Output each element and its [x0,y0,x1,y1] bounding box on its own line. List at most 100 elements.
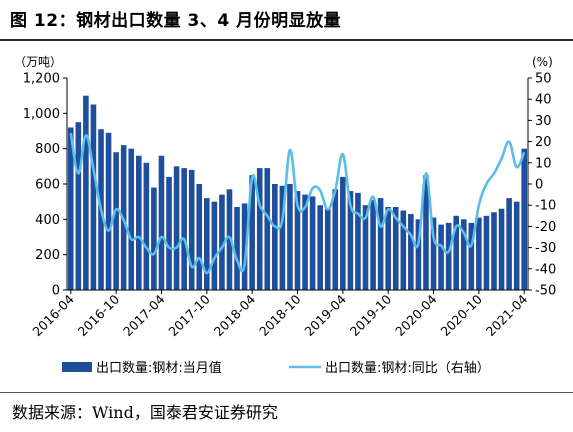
bar [483,215,490,290]
left-tick-label: 800 [35,142,60,157]
bar [491,212,497,290]
source-note: 数据来源：Wind，国泰君安证券研究 [12,403,278,422]
bar [302,194,308,290]
bar [196,184,203,290]
x-tick-label: 2018-04 [211,291,259,339]
bar [377,198,384,290]
bar [234,206,240,290]
bar [513,201,520,290]
right-tick-label: -50 [535,284,556,299]
bar [309,196,316,290]
right-axis-unit: (%) [532,55,553,69]
left-tick-label: 0 [52,284,60,299]
bar [241,203,248,290]
bar [264,168,271,290]
left-tick-label: 600 [35,178,60,193]
bar [453,215,459,290]
bar [158,155,165,290]
bar [75,122,82,290]
figure-title: 图 12：钢材出口数量 3、4 月份明显放量 [10,11,342,31]
bar [468,222,475,290]
bar [317,205,323,290]
bar [415,219,422,290]
x-tick-label: 2019-10 [347,291,395,339]
x-tick-label: 2020-10 [437,291,485,339]
combo-chart: 0 200 400 600 800 1,000 1,200 -50 -40 -30 -20 -10 0 1… [14,55,556,376]
bar [211,201,218,290]
bar [340,176,346,290]
x-tick-label: 2017-10 [165,291,213,339]
right-tick-label: 0 [535,178,543,193]
bar [188,169,195,290]
bar [438,224,444,290]
right-tick-label: 20 [535,135,552,150]
title-divider [0,39,573,41]
right-tick-label: 10 [535,156,552,171]
x-tick-label: 2016-04 [29,291,77,339]
legend: 出口数量:钢材:当月值 出口数量:钢材:同比（右轴） [62,360,490,376]
x-tick-label: 2018-10 [256,291,304,339]
bar [460,219,467,290]
legend-line-label: 出口数量:钢材:同比（右轴） [325,361,490,376]
bar-series-layer [67,95,528,290]
bar [67,127,74,290]
bar [279,185,286,290]
bar [430,217,437,290]
right-tick-label: 30 [535,114,552,129]
x-tick-label: 2020-04 [392,291,440,339]
bar [355,192,361,290]
bar [408,214,414,290]
bar [249,175,255,290]
bar [294,191,301,290]
left-tick-label: 1,000 [23,107,60,122]
bar [181,168,187,290]
right-tick-label: -10 [535,199,556,214]
x-tick-label: 2017-04 [120,291,168,339]
bar [370,199,376,290]
left-tick-label: 1,200 [23,72,60,87]
bar [498,208,505,290]
legend-bar-label: 出口数量:钢材:当月值 [96,360,222,376]
left-tick-label: 200 [35,248,60,263]
x-tick-label: 2019-04 [301,291,349,339]
bar [324,208,331,290]
bar [136,155,142,290]
bar [143,162,150,290]
bar [219,194,225,290]
bar [256,168,263,290]
left-axis-unit: （万吨） [14,55,62,69]
x-tick-label: 2016-10 [75,291,123,339]
bar [226,189,233,290]
left-tick-label: 400 [35,213,60,228]
bar [506,198,512,290]
bar [362,205,369,290]
bar [204,198,210,290]
right-tick-label: 50 [535,72,552,87]
bar [521,148,528,290]
bar [113,152,119,290]
right-tick-label: -40 [535,262,556,277]
bar [272,184,278,290]
bar [287,184,293,290]
bar [400,210,407,290]
bar [385,206,391,290]
bar [332,189,339,290]
right-tick-label: -30 [535,241,556,256]
bar [392,206,399,290]
bar [105,132,112,290]
bar [90,104,97,290]
bar [347,191,354,290]
bar [83,95,89,290]
line-series-layer [69,132,526,275]
bar [173,166,180,290]
bar [423,175,429,290]
x-tick-label: 2021-04 [483,291,531,339]
bar [445,222,452,290]
bar [476,217,482,290]
source-divider [0,392,573,393]
bar [151,187,157,290]
legend-bar-swatch [62,362,92,372]
yoy-series-line [69,132,526,275]
right-tick-label: -20 [535,220,556,235]
